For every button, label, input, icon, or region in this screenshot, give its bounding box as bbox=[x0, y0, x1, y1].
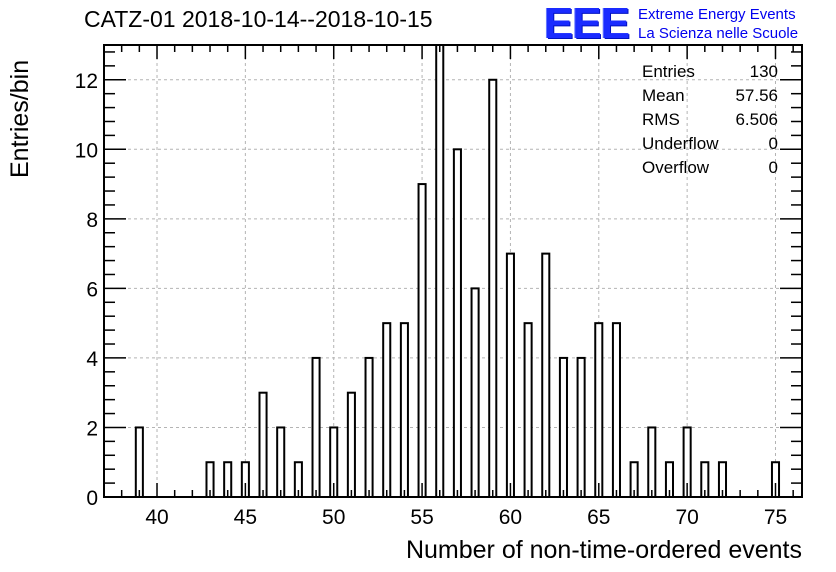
histogram-bar bbox=[311, 356, 321, 498]
y-tick-label: 6 bbox=[86, 278, 98, 301]
histogram-bar bbox=[594, 322, 604, 498]
stat-value: 57.56 bbox=[735, 86, 778, 105]
stat-label: Underflow bbox=[642, 134, 719, 153]
stat-value: 0 bbox=[768, 158, 778, 177]
histogram-bar bbox=[576, 356, 586, 498]
stat-value: 0 bbox=[768, 134, 778, 153]
stat-row: Entries 130 bbox=[642, 60, 778, 84]
histogram-bar bbox=[364, 356, 374, 498]
histogram-bar bbox=[276, 426, 286, 499]
histogram-bar bbox=[505, 252, 515, 498]
stat-value: 130 bbox=[749, 62, 778, 81]
logo-mark: EEE bbox=[544, 0, 630, 48]
x-tick-label: 40 bbox=[145, 506, 168, 529]
logo-text-line1: Extreme Energy Events bbox=[638, 6, 796, 23]
histogram-bar bbox=[611, 322, 621, 498]
stat-label: Overflow bbox=[642, 158, 710, 177]
histogram-bar bbox=[435, 44, 445, 498]
histogram-bar bbox=[541, 252, 551, 498]
stat-row: Underflow 0 bbox=[642, 132, 778, 156]
histogram-bar bbox=[399, 322, 409, 498]
x-tick-label: 65 bbox=[587, 506, 610, 529]
plot-frame bbox=[103, 44, 803, 498]
chart-title: CATZ-01 2018-10-14--2018-10-15 bbox=[84, 6, 433, 32]
x-tick-label: 50 bbox=[322, 506, 345, 529]
y-tick-label: 0 bbox=[86, 487, 98, 510]
x-tick-label: 70 bbox=[675, 506, 698, 529]
stat-label: Entries bbox=[642, 62, 695, 81]
y-tick-label: 8 bbox=[86, 209, 98, 232]
y-tick-label: 10 bbox=[75, 139, 98, 162]
logo-text-line2: La Scienza nelle Scuole bbox=[638, 25, 799, 42]
histogram-bar bbox=[558, 356, 568, 498]
y-tick-label: 2 bbox=[86, 417, 98, 440]
stat-value: 6.506 bbox=[735, 110, 778, 129]
histogram-bar bbox=[134, 426, 144, 499]
stat-row: RMS 6.506 bbox=[642, 108, 778, 132]
y-tick-label: 4 bbox=[86, 348, 98, 371]
histogram-bar bbox=[488, 78, 498, 499]
histogram-bar bbox=[258, 391, 268, 499]
histogram-bar bbox=[523, 322, 533, 498]
eee-logo: EEE Extreme Energy Events La Scienza nel… bbox=[544, 0, 834, 48]
histogram-bar bbox=[417, 183, 427, 498]
stat-row: Mean 57.56 bbox=[642, 84, 778, 108]
stat-label: RMS bbox=[642, 110, 680, 129]
histogram-bar bbox=[452, 148, 462, 499]
axes-frame: 40 45 50 55 60 65 70 75 0 2 4 6 8 10 12 bbox=[75, 44, 803, 529]
histogram-bar bbox=[470, 287, 480, 498]
x-tick-label: 55 bbox=[410, 506, 433, 529]
x-axis-title: Number of non-time-ordered events bbox=[405, 536, 802, 564]
x-tick-label: 75 bbox=[764, 506, 787, 529]
histogram-bar bbox=[346, 391, 356, 499]
stat-label: Mean bbox=[642, 86, 685, 105]
x-tick-label: 60 bbox=[499, 506, 522, 529]
stats-box: Entries 130 Mean 57.56 RMS 6.506 Underflow 0 Ove… bbox=[642, 60, 778, 180]
x-tick-label: 45 bbox=[234, 506, 257, 529]
histogram-bar bbox=[382, 322, 392, 498]
y-tick-label: 12 bbox=[75, 70, 98, 93]
histogram-bar bbox=[647, 426, 657, 499]
stat-row: Overflow 0 bbox=[642, 156, 778, 180]
